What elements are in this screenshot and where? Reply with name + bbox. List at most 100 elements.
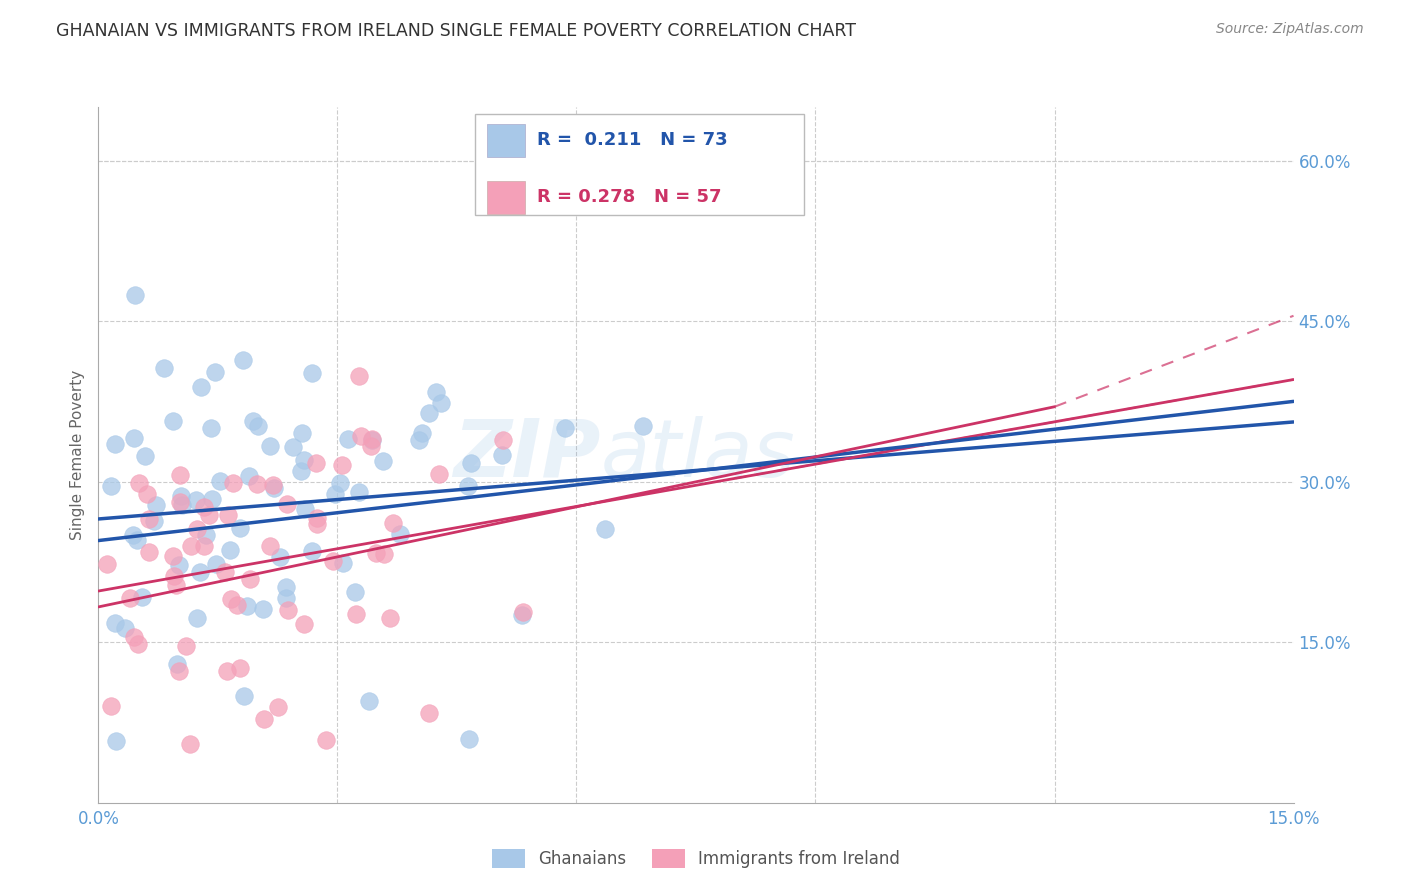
Point bbox=[190, 380, 212, 394]
Point bbox=[512, 605, 534, 619]
Point bbox=[179, 737, 201, 751]
Point bbox=[114, 621, 136, 635]
Point bbox=[198, 508, 221, 522]
Point bbox=[371, 454, 394, 468]
Point bbox=[336, 432, 359, 446]
Point bbox=[201, 491, 224, 506]
Point bbox=[122, 431, 145, 445]
Point bbox=[246, 477, 269, 491]
Point bbox=[378, 610, 401, 624]
Point bbox=[127, 637, 149, 651]
Point bbox=[229, 521, 252, 535]
Point bbox=[315, 733, 337, 747]
Point bbox=[292, 453, 315, 467]
Point bbox=[373, 547, 395, 561]
Point bbox=[193, 500, 215, 515]
Text: R = 0.278   N = 57: R = 0.278 N = 57 bbox=[537, 188, 721, 206]
Point bbox=[162, 414, 184, 428]
Point bbox=[364, 546, 387, 560]
Point bbox=[252, 712, 274, 726]
Point bbox=[100, 479, 122, 493]
Point bbox=[128, 475, 150, 490]
Point bbox=[408, 433, 430, 447]
Text: GHANAIAN VS IMMIGRANTS FROM IRELAND SINGLE FEMALE POVERTY CORRELATION CHART: GHANAIAN VS IMMIGRANTS FROM IRELAND SING… bbox=[56, 22, 856, 40]
Point bbox=[281, 440, 304, 454]
Point bbox=[418, 706, 440, 720]
Point bbox=[166, 657, 188, 671]
Point bbox=[100, 698, 122, 713]
Point bbox=[169, 467, 191, 482]
Point bbox=[214, 565, 236, 579]
Point bbox=[232, 690, 254, 704]
Point bbox=[136, 486, 159, 500]
Point bbox=[418, 406, 440, 420]
Point bbox=[138, 545, 160, 559]
Point bbox=[301, 544, 323, 558]
Point bbox=[430, 395, 453, 409]
Legend: Ghanaians, Immigrants from Ireland: Ghanaians, Immigrants from Ireland bbox=[485, 842, 907, 874]
Point bbox=[122, 631, 145, 645]
Point bbox=[242, 414, 264, 428]
Point bbox=[204, 365, 226, 379]
Point bbox=[347, 484, 370, 499]
Point bbox=[631, 418, 654, 433]
Point bbox=[96, 557, 118, 571]
Point bbox=[595, 522, 617, 536]
Point bbox=[167, 558, 190, 572]
Point bbox=[225, 598, 247, 612]
Point bbox=[118, 591, 141, 605]
Point bbox=[276, 497, 298, 511]
Point bbox=[165, 578, 187, 592]
Point bbox=[215, 665, 238, 679]
Point bbox=[322, 554, 344, 568]
Point bbox=[170, 489, 193, 503]
Point bbox=[457, 479, 479, 493]
Point bbox=[307, 517, 329, 532]
FancyBboxPatch shape bbox=[486, 124, 524, 157]
Point bbox=[193, 539, 215, 553]
Point bbox=[172, 498, 194, 512]
Point bbox=[145, 498, 167, 512]
Point bbox=[153, 360, 176, 375]
Point bbox=[219, 542, 242, 557]
Point bbox=[350, 429, 373, 443]
Point bbox=[307, 511, 329, 525]
Point bbox=[491, 448, 513, 462]
Text: ZIP: ZIP bbox=[453, 416, 600, 494]
Point bbox=[323, 486, 346, 500]
Point bbox=[162, 549, 184, 563]
Point bbox=[167, 664, 190, 678]
Text: R =  0.211   N = 73: R = 0.211 N = 73 bbox=[537, 131, 728, 150]
Point bbox=[301, 366, 323, 380]
Point bbox=[304, 456, 326, 470]
Point bbox=[252, 602, 274, 616]
Point bbox=[274, 580, 297, 594]
Point bbox=[259, 539, 281, 553]
Point bbox=[330, 458, 353, 472]
Point bbox=[263, 481, 285, 495]
Point bbox=[239, 572, 262, 586]
Point bbox=[232, 353, 254, 368]
Point bbox=[349, 369, 371, 384]
Point bbox=[429, 467, 451, 481]
Point bbox=[262, 477, 284, 491]
Point bbox=[169, 495, 191, 509]
Point bbox=[411, 425, 433, 440]
Point bbox=[229, 661, 252, 675]
Point bbox=[104, 437, 127, 451]
Point bbox=[344, 607, 367, 621]
FancyBboxPatch shape bbox=[486, 181, 524, 214]
Point bbox=[127, 533, 149, 547]
Point bbox=[360, 433, 382, 447]
Point bbox=[510, 607, 533, 622]
Point bbox=[104, 616, 127, 631]
Point bbox=[209, 474, 232, 488]
Point bbox=[138, 512, 160, 526]
Point bbox=[291, 426, 314, 441]
Point bbox=[186, 611, 208, 625]
Point bbox=[290, 464, 312, 478]
Text: Source: ZipAtlas.com: Source: ZipAtlas.com bbox=[1216, 22, 1364, 37]
Point bbox=[219, 592, 242, 607]
Point bbox=[222, 476, 245, 491]
Point bbox=[246, 419, 269, 434]
